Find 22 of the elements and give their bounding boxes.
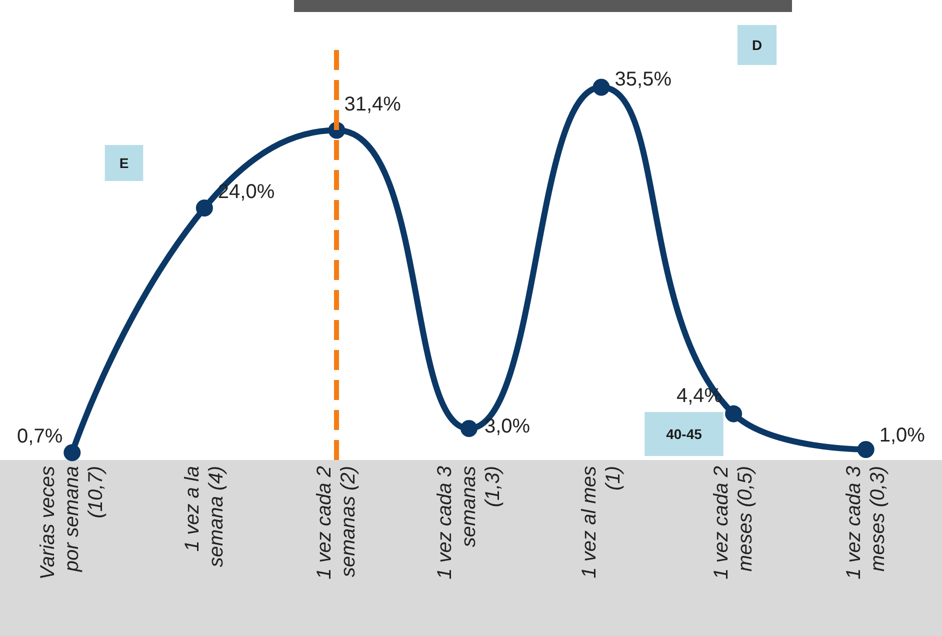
annotation: 40-45 bbox=[666, 426, 702, 442]
x-tick-label: 1 vez al mes (1) bbox=[578, 466, 624, 578]
data-label: 35,5% bbox=[614, 68, 672, 90]
text: D bbox=[752, 37, 762, 53]
x-tick-label: 1 vez cada 2 semanas (2) bbox=[314, 466, 360, 580]
point bbox=[725, 405, 742, 422]
point bbox=[460, 420, 478, 437]
x-tick-label: 1 vez a la semana (4) bbox=[181, 466, 228, 568]
data-label: 31,4% bbox=[344, 93, 402, 116]
x-tick-label: 1 vez cada 3 semanas (1,3) bbox=[434, 466, 504, 580]
data-label: 24,0% bbox=[218, 181, 275, 203]
point bbox=[857, 441, 874, 458]
point bbox=[196, 200, 213, 216]
data-label: 3,0% bbox=[484, 416, 530, 438]
x-tick-label: Varias veces por semana (10,7) bbox=[37, 466, 108, 580]
point bbox=[592, 78, 610, 96]
x-tick-label: 1 vez cada 2 meses (0,5) bbox=[710, 466, 757, 580]
annotation: E bbox=[119, 155, 129, 171]
data-label: 0,7% bbox=[17, 426, 63, 448]
x-tick-label: 1 vez cada 3 meses (0,3) bbox=[842, 466, 889, 580]
point bbox=[64, 444, 81, 462]
data-label: 1,0% bbox=[879, 424, 926, 446]
